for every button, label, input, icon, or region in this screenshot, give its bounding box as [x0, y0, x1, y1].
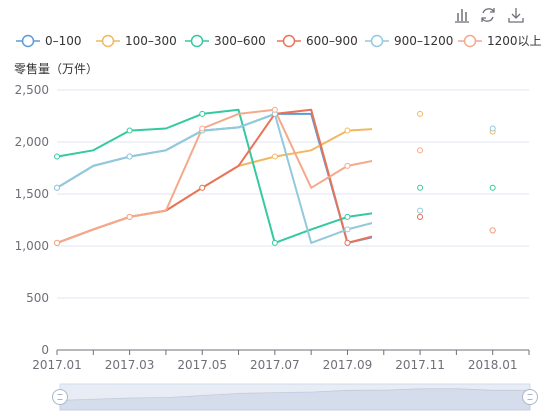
data-point[interactable]: [417, 213, 424, 220]
legend-label: 1200以上: [487, 34, 542, 48]
data-point[interactable]: [344, 213, 351, 220]
y-tick-label: 1,500: [15, 187, 49, 201]
x-tick-label: 2017.11: [395, 358, 445, 372]
series-line: [56, 112, 372, 244]
legend: 0–100 100–300 300–600 600–900 900–1200 1200以上: [16, 34, 542, 48]
x-tick-label: 2017.03: [105, 358, 155, 372]
series-line: [56, 112, 372, 244]
data-point[interactable]: [126, 153, 133, 160]
data-point[interactable]: [417, 147, 424, 154]
y-tick-label: 0: [41, 343, 49, 357]
data-point[interactable]: [417, 207, 424, 214]
legend-marker: [282, 34, 296, 48]
data-zoom-handle-start[interactable]: [52, 389, 68, 405]
x-axis: 2017.01 2017.03 2017.05 2017.07 2017.09 2017.…: [32, 350, 530, 372]
y-axis: 0 500 1,000 1,500 2,000 2,500: [15, 83, 49, 357]
data-point[interactable]: [54, 184, 60, 191]
x-tick-label: 2017.05: [177, 358, 227, 372]
legend-item[interactable]: 1200以上: [458, 34, 542, 48]
data-point[interactable]: [126, 127, 133, 134]
legend-label: 0–100: [45, 34, 82, 48]
data-point[interactable]: [271, 153, 278, 160]
y-tick-label: 1,000: [15, 239, 49, 253]
legend-label: 600–900: [306, 34, 358, 48]
x-tick-label: 2017.01: [32, 358, 82, 372]
data-point[interactable]: [344, 226, 351, 233]
legend-marker: [101, 34, 115, 48]
legend-item[interactable]: 100–300: [96, 34, 177, 48]
data-point[interactable]: [199, 110, 206, 117]
toolbox: [454, 7, 524, 23]
data-point[interactable]: [489, 184, 496, 191]
legend-label: 100–300: [125, 34, 177, 48]
grid: [57, 89, 529, 351]
legend-marker: [463, 34, 477, 48]
data-point[interactable]: [126, 213, 133, 220]
data-zoom-handle-end[interactable]: [522, 389, 538, 405]
data-zoom[interactable]: [52, 383, 538, 411]
x-tick-label: 2017.09: [323, 358, 373, 372]
legend-marker: [370, 34, 384, 48]
data-point[interactable]: [489, 227, 496, 234]
data-zoom-preview: [59, 388, 531, 411]
x-tick-label: 2018.01: [468, 358, 518, 372]
data-point[interactable]: [271, 239, 278, 246]
y-tick-label: 500: [26, 291, 49, 305]
legend-label: 300–600: [214, 34, 266, 48]
data-point[interactable]: [54, 239, 60, 246]
legend-item[interactable]: 300–600: [185, 34, 266, 48]
legend-item[interactable]: 900–1200: [365, 34, 453, 48]
data-point[interactable]: [417, 110, 424, 117]
series-line: [56, 108, 372, 244]
download-icon[interactable]: [508, 7, 524, 23]
data-point[interactable]: [344, 162, 351, 169]
y-axis-label: 零售量（万件）: [14, 61, 98, 76]
data-point[interactable]: [199, 184, 206, 191]
legend-marker: [21, 34, 35, 48]
data-point[interactable]: [199, 125, 206, 132]
legend-item[interactable]: 600–900: [277, 34, 358, 48]
series-lines: [56, 108, 372, 244]
legend-item[interactable]: 0–100: [16, 34, 82, 48]
series-line: [56, 108, 372, 244]
data-point[interactable]: [417, 184, 424, 191]
bar-chart-icon[interactable]: [454, 7, 470, 23]
y-tick-label: 2,500: [15, 83, 49, 97]
data-point[interactable]: [344, 239, 351, 246]
x-tick-label: 2017.07: [250, 358, 300, 372]
data-point[interactable]: [54, 153, 60, 160]
y-tick-label: 2,000: [15, 135, 49, 149]
series-points: [54, 106, 496, 246]
data-point[interactable]: [271, 106, 278, 113]
legend-marker: [190, 34, 204, 48]
data-point[interactable]: [344, 127, 351, 134]
data-point[interactable]: [489, 125, 496, 132]
refresh-icon[interactable]: [480, 7, 496, 23]
legend-label: 900–1200: [394, 34, 453, 48]
